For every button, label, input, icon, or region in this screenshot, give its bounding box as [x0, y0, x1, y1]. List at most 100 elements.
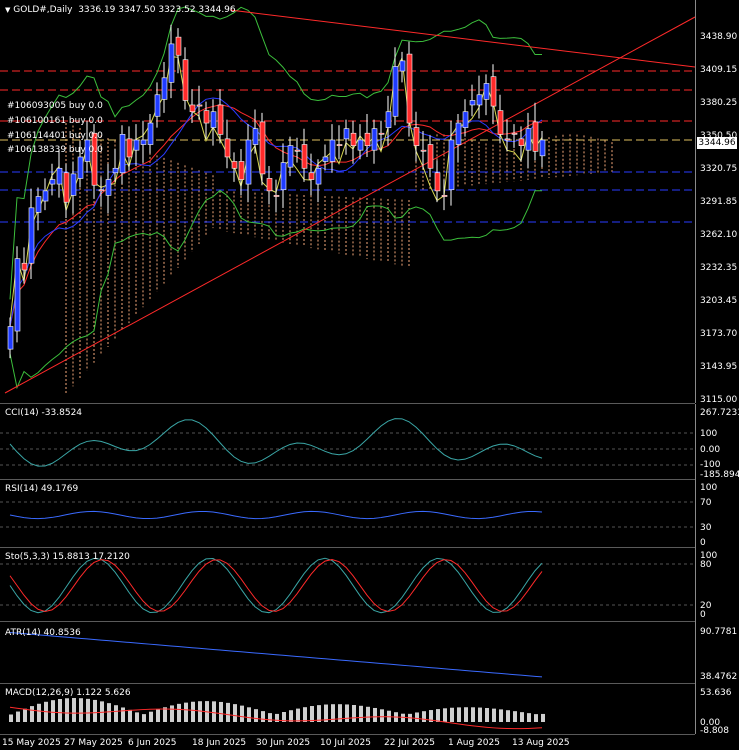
- price-tick: 3320.75: [700, 164, 738, 174]
- macd-histogram-bar: [534, 714, 538, 722]
- price-tick: 3232.35: [700, 263, 738, 273]
- rsi-line: [9, 510, 543, 520]
- macd-tick: 53.636: [700, 688, 732, 698]
- candle-body: [294, 149, 301, 152]
- order-label[interactable]: #106114401 buy 0.0: [7, 131, 103, 141]
- candle-body: [420, 149, 427, 152]
- price-tick: 3262.10: [700, 230, 738, 240]
- candle-body: [21, 262, 28, 271]
- candle-body: [315, 167, 322, 185]
- macd-histogram-bar: [156, 709, 160, 722]
- macd-histogram-bar: [233, 704, 237, 722]
- macd-histogram-bar: [135, 712, 139, 722]
- candle-body: [336, 144, 343, 146]
- price-tick: 3438.90: [700, 32, 738, 42]
- candle-body: [126, 138, 133, 158]
- date-label: 15 May 2025: [2, 738, 61, 748]
- candle-body: [287, 145, 294, 168]
- date-label: 27 May 2025: [64, 738, 123, 748]
- cci-line: [9, 418, 543, 467]
- candle-body: [147, 122, 154, 145]
- macd-histogram-bar: [86, 698, 90, 722]
- macd-histogram-bar: [163, 707, 167, 722]
- macd-histogram-bar: [275, 713, 279, 722]
- order-label[interactable]: #106093005 buy 0.0: [7, 101, 103, 111]
- macd-histogram-bar: [142, 714, 146, 722]
- candle-body: [189, 104, 196, 113]
- candle-body: [378, 132, 385, 135]
- sto-signal-line: [9, 558, 543, 613]
- macd-histogram-bar: [506, 710, 510, 722]
- candle-body: [252, 128, 259, 145]
- sto-main-line: [9, 557, 543, 614]
- atr-tick: 38.4762: [700, 672, 738, 682]
- candle-body: [406, 53, 413, 124]
- order-label[interactable]: #106100161 buy 0.0: [7, 116, 103, 126]
- candle-body: [77, 156, 84, 179]
- candle-body: [511, 132, 518, 135]
- price-scale[interactable]: [695, 0, 739, 403]
- candle-body: [413, 127, 420, 146]
- rsi-tick: 30: [700, 523, 712, 533]
- macd-histogram-bar: [457, 707, 461, 722]
- candle-body: [7, 326, 14, 350]
- candle-body: [483, 83, 490, 100]
- candle-body: [385, 111, 392, 128]
- candle-body: [469, 100, 476, 106]
- candle-body: [161, 77, 168, 100]
- candle-body: [42, 190, 49, 202]
- candle-body: [490, 76, 497, 107]
- order-label[interactable]: #106138339 buy 0.0: [7, 145, 103, 155]
- macd-histogram-bar: [226, 702, 230, 722]
- macd-histogram-bar: [254, 709, 258, 722]
- macd-histogram-bar: [100, 701, 104, 722]
- sto-pane[interactable]: [0, 548, 695, 622]
- candle-body: [518, 138, 525, 146]
- macd-tick: 0.00: [700, 718, 721, 728]
- candle-body: [91, 132, 98, 186]
- date-label: 18 Jun 2025: [192, 738, 247, 748]
- trend-line-support: [4, 16, 696, 394]
- date-label: 30 Jun 2025: [256, 738, 311, 748]
- candle-body: [455, 122, 462, 145]
- price-tick: 3291.85: [700, 197, 738, 207]
- bollinger-upper: [9, 6, 542, 300]
- sto-tick: 80: [700, 560, 712, 570]
- candle-body: [49, 179, 56, 185]
- atr-line: [9, 632, 543, 678]
- macd-label: MACD(12,26,9) 1.122 5.626: [5, 688, 131, 698]
- cci-tick: 0.00: [700, 445, 721, 455]
- atr-pane[interactable]: [0, 622, 695, 684]
- macd-histogram-bar: [289, 710, 293, 722]
- candle-body: [392, 66, 399, 117]
- candle-body: [175, 36, 182, 56]
- candle-body: [357, 139, 364, 151]
- candle-body: [203, 110, 210, 124]
- bollinger-lower: [9, 189, 542, 390]
- candle-body: [441, 195, 448, 197]
- price-pane[interactable]: [0, 0, 695, 404]
- date-label: 1 Aug 2025: [448, 738, 500, 748]
- price-tick: 3143.95: [700, 362, 738, 372]
- price-tick: 3173.70: [700, 329, 738, 339]
- atr-label: ATR(14) 40.8536: [5, 628, 81, 638]
- ohlc-values: 3336.19 3347.50 3323.52 3344.96: [78, 5, 236, 15]
- macd-histogram-bar: [520, 712, 524, 722]
- cci-tick: -100: [700, 460, 721, 470]
- price-tick: 3409.15: [700, 65, 738, 75]
- cci-pane[interactable]: [0, 404, 695, 480]
- indicator-scales: [695, 404, 739, 734]
- candle-body: [448, 139, 455, 191]
- candle-body: [245, 139, 252, 185]
- header-triangle-icon: ▼: [5, 6, 11, 14]
- candle-body: [350, 132, 357, 146]
- price-tick: 3350.50: [700, 131, 738, 141]
- candle-body: [273, 195, 280, 197]
- macd-histogram-bar: [464, 707, 468, 722]
- macd-histogram-bar: [93, 699, 97, 722]
- candle-body: [280, 162, 287, 191]
- macd-histogram-bar: [268, 713, 272, 722]
- chart-header: ▼ GOLD#,Daily 3336.19 3347.50 3323.52 33…: [5, 5, 236, 15]
- candle-body: [329, 139, 336, 162]
- macd-histogram-bar: [541, 713, 545, 722]
